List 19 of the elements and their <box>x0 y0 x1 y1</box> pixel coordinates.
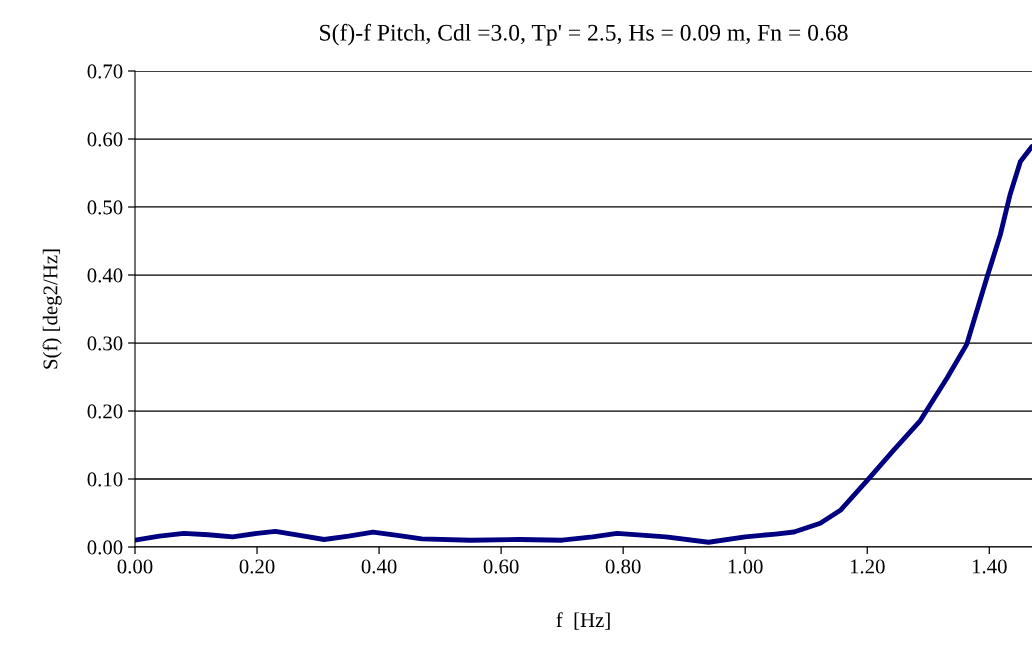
y-tick-label: 0.30 <box>87 336 123 351</box>
y-tick-label: 0.00 <box>87 540 123 555</box>
x-tick-label: 0.40 <box>361 559 397 574</box>
y-axis-title: S(f) [deg2/Hz] <box>42 249 62 369</box>
y-tick-label: 0.40 <box>87 268 123 283</box>
chart-title: S(f)-f Pitch, Cdl =3.0, Tp' = 2.5, Hs = 0.09 m, Fn = 0.68 <box>320 23 848 46</box>
y-tick-label: 0.50 <box>87 200 123 215</box>
x-tick-label: 1.00 <box>728 559 763 574</box>
x-tick-label: 0.00 <box>117 559 153 574</box>
x-tick-label: 0.60 <box>483 559 519 574</box>
x-tick-label: 0.80 <box>605 559 641 574</box>
x-tick-label: 0.20 <box>239 559 275 574</box>
x-axis-title: f [Hz] <box>556 612 610 630</box>
y-tick-label: 0.10 <box>87 472 123 487</box>
x-tick-label: 1.20 <box>850 559 885 574</box>
y-tick-label: 0.70 <box>87 64 123 79</box>
y-tick-label: 0.60 <box>87 132 123 147</box>
y-tick-label: 0.20 <box>87 404 123 419</box>
x-tick-label: 1.40 <box>972 559 1007 574</box>
